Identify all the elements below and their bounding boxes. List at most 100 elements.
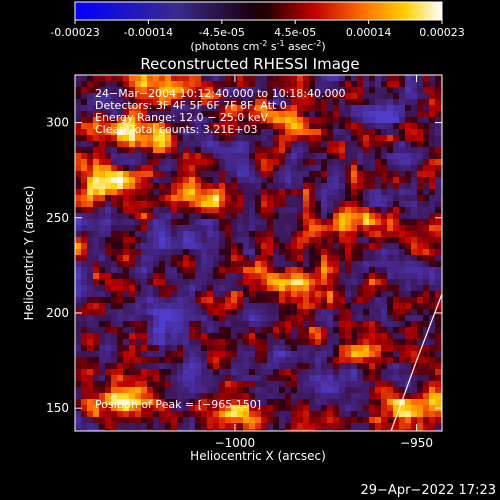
heatmap-cell bbox=[219, 159, 226, 166]
heatmap-cell bbox=[303, 429, 310, 431]
heatmap-cell bbox=[393, 321, 400, 328]
heatmap-cell bbox=[87, 183, 94, 190]
heatmap-cell bbox=[201, 183, 208, 190]
heatmap-cell bbox=[405, 87, 412, 94]
heatmap-cell bbox=[207, 291, 214, 298]
heatmap-cell bbox=[351, 417, 358, 424]
heatmap-cell bbox=[243, 225, 250, 232]
heatmap-cell bbox=[219, 327, 226, 334]
heatmap-cell bbox=[327, 147, 334, 154]
heatmap-cell bbox=[255, 111, 262, 118]
heatmap-cell bbox=[363, 327, 370, 334]
heatmap-cell bbox=[129, 393, 136, 400]
heatmap-cell bbox=[297, 273, 304, 280]
heatmap-cell bbox=[81, 429, 88, 431]
heatmap-cell bbox=[405, 171, 412, 178]
heatmap-cell bbox=[159, 237, 166, 244]
heatmap-cell bbox=[111, 303, 118, 310]
heatmap-cell bbox=[381, 273, 388, 280]
x-tick-label: −950 bbox=[400, 436, 433, 450]
heatmap-cell bbox=[291, 147, 298, 154]
heatmap-cell bbox=[117, 213, 124, 220]
heatmap-cell bbox=[243, 219, 250, 226]
heatmap-cell bbox=[345, 375, 352, 382]
heatmap-cell bbox=[111, 321, 118, 328]
heatmap-cell bbox=[309, 213, 316, 220]
heatmap-cell bbox=[321, 225, 328, 232]
heatmap-cell bbox=[183, 177, 190, 184]
heatmap-cell bbox=[207, 123, 214, 130]
heatmap-cell bbox=[273, 417, 280, 424]
heatmap-cell bbox=[339, 219, 346, 226]
heatmap-cell bbox=[93, 159, 100, 166]
heatmap-cell bbox=[393, 111, 400, 118]
heatmap-cell bbox=[165, 153, 172, 160]
heatmap-cell bbox=[249, 297, 256, 304]
heatmap-cell bbox=[273, 411, 280, 418]
heatmap-cell bbox=[393, 135, 400, 142]
heatmap-cell bbox=[321, 111, 328, 118]
heatmap-cell bbox=[123, 423, 130, 430]
heatmap-cell bbox=[177, 387, 184, 394]
heatmap-cell bbox=[387, 423, 394, 430]
heatmap-cell bbox=[213, 411, 220, 418]
heatmap-cell bbox=[183, 219, 190, 226]
heatmap-cell bbox=[339, 321, 346, 328]
heatmap-cell bbox=[429, 273, 436, 280]
heatmap-cell bbox=[75, 105, 82, 112]
heatmap-cell bbox=[123, 375, 130, 382]
heatmap-cell bbox=[309, 93, 316, 100]
heatmap-cell bbox=[363, 297, 370, 304]
heatmap-cell bbox=[183, 213, 190, 220]
heatmap-cell bbox=[225, 123, 232, 130]
heatmap-cell bbox=[369, 255, 376, 262]
heatmap-cell bbox=[213, 267, 220, 274]
heatmap-cell bbox=[129, 141, 136, 148]
heatmap-cell bbox=[201, 231, 208, 238]
heatmap-cell bbox=[321, 393, 328, 400]
heatmap-cell bbox=[171, 381, 178, 388]
heatmap-cell bbox=[381, 117, 388, 124]
heatmap-cell bbox=[213, 315, 220, 322]
heatmap-cell bbox=[207, 195, 214, 202]
heatmap-cell bbox=[411, 339, 418, 346]
heatmap-cell bbox=[117, 297, 124, 304]
heatmap-cell bbox=[225, 267, 232, 274]
heatmap-cell bbox=[141, 327, 148, 334]
heatmap-cell bbox=[75, 231, 82, 238]
heatmap-cell bbox=[363, 369, 370, 376]
heatmap-cell bbox=[327, 231, 334, 238]
heatmap-cell bbox=[327, 141, 334, 148]
heatmap-cell bbox=[339, 303, 346, 310]
heatmap-cell bbox=[243, 423, 250, 430]
heatmap-cell bbox=[189, 315, 196, 322]
heatmap-cell bbox=[351, 171, 358, 178]
heatmap-cell bbox=[315, 321, 322, 328]
heatmap-cell bbox=[171, 363, 178, 370]
heatmap-cell bbox=[399, 93, 406, 100]
heatmap-cell bbox=[237, 417, 244, 424]
heatmap-cell bbox=[129, 105, 136, 112]
heatmap-cell bbox=[177, 243, 184, 250]
heatmap-cell bbox=[291, 201, 298, 208]
heatmap-cell bbox=[165, 105, 172, 112]
heatmap-cell bbox=[339, 129, 346, 136]
heatmap-cell bbox=[207, 369, 214, 376]
heatmap-cell bbox=[369, 303, 376, 310]
heatmap-cell bbox=[393, 363, 400, 370]
heatmap-cell bbox=[135, 345, 142, 352]
heatmap-cell bbox=[345, 333, 352, 340]
heatmap-cell bbox=[303, 177, 310, 184]
heatmap-cell bbox=[147, 363, 154, 370]
heatmap-cell bbox=[393, 81, 400, 88]
heatmap-cell bbox=[141, 273, 148, 280]
heatmap-cell bbox=[309, 117, 316, 124]
heatmap-cell bbox=[297, 105, 304, 112]
heatmap-cell bbox=[315, 195, 322, 202]
heatmap-cell bbox=[213, 339, 220, 346]
heatmap-cell bbox=[189, 231, 196, 238]
heatmap-cell bbox=[393, 141, 400, 148]
heatmap-cell bbox=[129, 87, 136, 94]
heatmap-cell bbox=[303, 309, 310, 316]
heatmap-cell bbox=[111, 417, 118, 424]
